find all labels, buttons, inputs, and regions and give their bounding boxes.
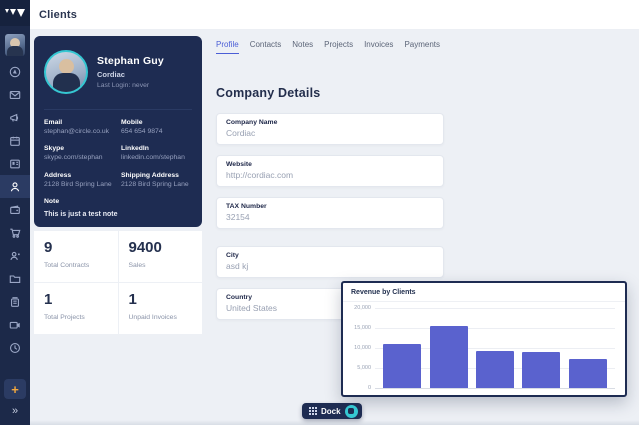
stat-total-contracts: 9 Total Contracts [34, 231, 118, 283]
bar[interactable] [429, 326, 468, 388]
client-field-mobile: Mobile 654 654 9874 [121, 119, 163, 135]
y-axis-tick-label: 15,000 [354, 325, 371, 331]
chart-title: Revenue by Clients [343, 283, 625, 302]
video-icon [9, 321, 20, 329]
sidebar-item-meetings[interactable] [0, 313, 30, 336]
client-field-email: Email stephan@circle.co.uk [44, 119, 110, 135]
sidebar-item-files[interactable] [0, 267, 30, 290]
client-tabs: Profile Contacts Notes Projects Invoices… [216, 40, 444, 54]
sidebar-item-orders[interactable] [0, 221, 30, 244]
sidebar-item-messages[interactable] [0, 83, 30, 106]
sidebar-item-announcements[interactable] [0, 106, 30, 129]
client-card: Stephan Guy Cordiac Last Login: never Em… [34, 36, 202, 228]
tax-number-field[interactable]: TAX Number 32154 [216, 197, 444, 229]
user-avatar[interactable] [5, 34, 25, 56]
dock-toggle-button[interactable] [344, 404, 358, 418]
page-bottom-shade [30, 420, 639, 425]
client-field-shipping-address: Shipping Address 2128 Bird Spring Lane [121, 171, 189, 188]
revenue-bar-chart: 0 5,000 10,000 15,000 20,000 [354, 305, 615, 391]
projects-board-icon [10, 159, 20, 168]
client-stats: 9 Total Contracts 9400 Sales 1 Total Pro… [34, 231, 202, 335]
client-field-address: Address 2128 Bird Spring Lane [44, 171, 112, 188]
calendar-icon [10, 136, 20, 146]
client-last-login: Last Login: never [97, 82, 150, 89]
client-field-skype: Skype skype.com/stephan [44, 145, 103, 162]
stat-sales: 9400 Sales [118, 231, 202, 283]
website-field[interactable]: Website http://cordiac.com [216, 155, 444, 187]
sidebar-nav [0, 60, 30, 359]
page-header: Clients [30, 0, 639, 30]
tab-projects[interactable]: Projects [324, 40, 354, 49]
page-title: Clients [39, 8, 78, 21]
bar[interactable] [383, 344, 422, 388]
tab-notes[interactable]: Notes [292, 40, 314, 49]
bar[interactable] [475, 351, 514, 388]
revenue-chart-window[interactable]: Revenue by Clients 0 5,000 10,000 15,000 20,… [341, 281, 627, 397]
sidebar-item-calendar[interactable] [0, 129, 30, 152]
app-logo[interactable] [0, 0, 30, 26]
expand-sidebar-button[interactable]: » [11, 405, 19, 417]
y-axis-tick-label: 20,000 [354, 305, 371, 311]
sidebar: + » [0, 0, 30, 425]
client-summary-column: Stephan Guy Cordiac Last Login: never Em… [34, 36, 202, 335]
client-company: Cordiac [97, 70, 125, 79]
chart-gridline: 0 [368, 385, 615, 391]
cart-icon [10, 228, 21, 238]
sidebar-item-contacts[interactable] [0, 244, 30, 267]
wallet-icon [10, 204, 20, 214]
clients-icon [10, 181, 20, 191]
sidebar-item-archive[interactable] [0, 290, 30, 313]
stat-unpaid-invoices: 1 Unpaid Invoices [118, 283, 202, 335]
y-axis-tick-label: 5,000 [357, 365, 371, 371]
city-field[interactable]: City asd kj [216, 246, 444, 278]
add-button[interactable]: + [4, 379, 26, 399]
sidebar-item-clients[interactable] [0, 175, 30, 198]
tab-contacts[interactable]: Contacts [249, 40, 282, 49]
y-axis-tick-label: 0 [367, 385, 371, 391]
tab-profile[interactable]: Profile [216, 40, 239, 54]
dock-bar[interactable]: Dock [302, 403, 362, 419]
bar[interactable] [568, 359, 607, 388]
chart-gridline: 10,000 [354, 345, 615, 351]
company-name-field[interactable]: Company Name Cordiac [216, 113, 444, 145]
archive-icon [11, 296, 19, 307]
bar[interactable] [522, 352, 561, 388]
client-note: Note This is just a test note [44, 198, 118, 219]
client-field-linkedin: LinkedIn linkedin.com/stephan [121, 145, 185, 162]
content-area: Stephan Guy Cordiac Last Login: never Em… [30, 30, 639, 425]
client-detail-grid: Email stephan@circle.co.uk Mobile 654 65… [44, 109, 192, 189]
chart-gridline: 20,000 [354, 305, 615, 311]
clock-icon [9, 342, 21, 353]
chart-bars [375, 308, 615, 388]
tab-invoices[interactable]: Invoices [364, 40, 394, 49]
client-avatar [44, 50, 88, 94]
client-name: Stephan Guy [97, 55, 164, 67]
sidebar-item-dashboard[interactable] [0, 60, 30, 83]
sidebar-bottom: + » [4, 379, 26, 425]
megaphone-icon [10, 113, 19, 122]
compass-icon [9, 66, 21, 77]
tab-payments[interactable]: Payments [404, 40, 441, 49]
y-axis-tick-label: 10,000 [354, 345, 371, 351]
dock-label: Dock [321, 406, 341, 416]
stat-total-projects: 1 Total Projects [34, 283, 118, 335]
dock-grid-icon [309, 407, 317, 415]
client-profile-row: Stephan Guy Cordiac Last Login: never [44, 46, 192, 100]
chart-gridline: 15,000 [354, 325, 615, 331]
logo-icon [5, 9, 25, 17]
sidebar-item-payments[interactable] [0, 198, 30, 221]
sidebar-item-projects-board[interactable] [0, 152, 30, 175]
sidebar-item-history[interactable] [0, 336, 30, 359]
mail-icon [9, 90, 21, 99]
folder-icon [9, 274, 21, 283]
company-details-heading: Company Details [216, 86, 321, 100]
contacts-icon [10, 251, 20, 260]
